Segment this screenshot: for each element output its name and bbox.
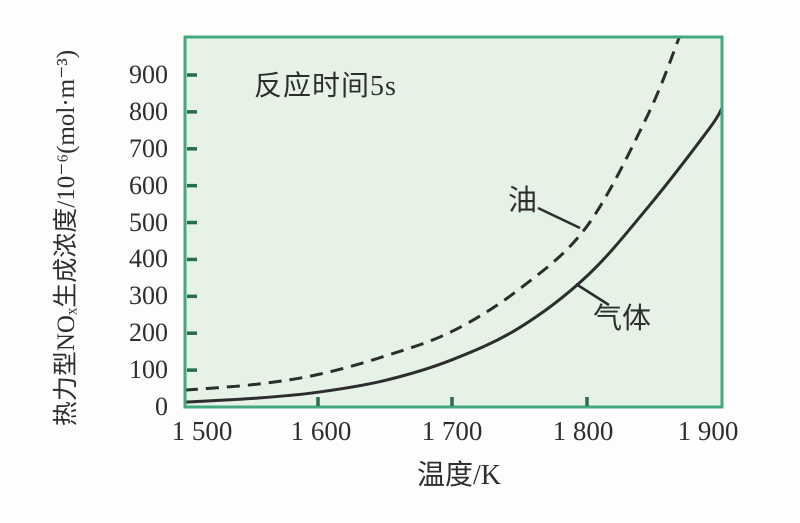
x-tick-label-1500: 1 500: [171, 416, 233, 446]
y-tick-label-100: 100: [129, 355, 168, 385]
y-tick-label-800: 800: [129, 96, 168, 126]
series-label-gas: 气体: [593, 303, 652, 335]
curve-gas: [185, 107, 722, 404]
oil-leader-line: [537, 206, 581, 230]
y-tick-label-700: 700: [129, 133, 168, 163]
gas-leader-line: [575, 282, 610, 307]
y-tick-label-200: 200: [129, 318, 168, 348]
y-tick-label-400: 400: [129, 244, 168, 274]
y-tick-label-900: 900: [129, 60, 168, 89]
y-tick-label-0: 0: [155, 392, 168, 421]
x-tick-label-1600: 1 600: [290, 416, 352, 446]
x-tick-label-1800: 1 800: [552, 416, 614, 446]
y-tick-label-300: 300: [129, 281, 168, 311]
x-tick-label-1900: 1 900: [677, 416, 739, 446]
plot-frame: [183, 35, 724, 409]
x-axis-title: 温度/K: [417, 460, 502, 491]
curve-oil: [185, 37, 681, 392]
annotation-reaction-time: 反应时间5s: [254, 71, 397, 102]
y-axis-title: 热力型NOₓ生成浓度/10⁻⁶(mol·m⁻³): [53, 49, 80, 427]
y-tick-label-600: 600: [129, 170, 168, 200]
series-label-oil: 油: [508, 185, 538, 217]
x-tick-label-1700: 1 700: [421, 416, 483, 446]
y-tick-label-500: 500: [129, 207, 168, 237]
plot-area: [185, 37, 722, 407]
